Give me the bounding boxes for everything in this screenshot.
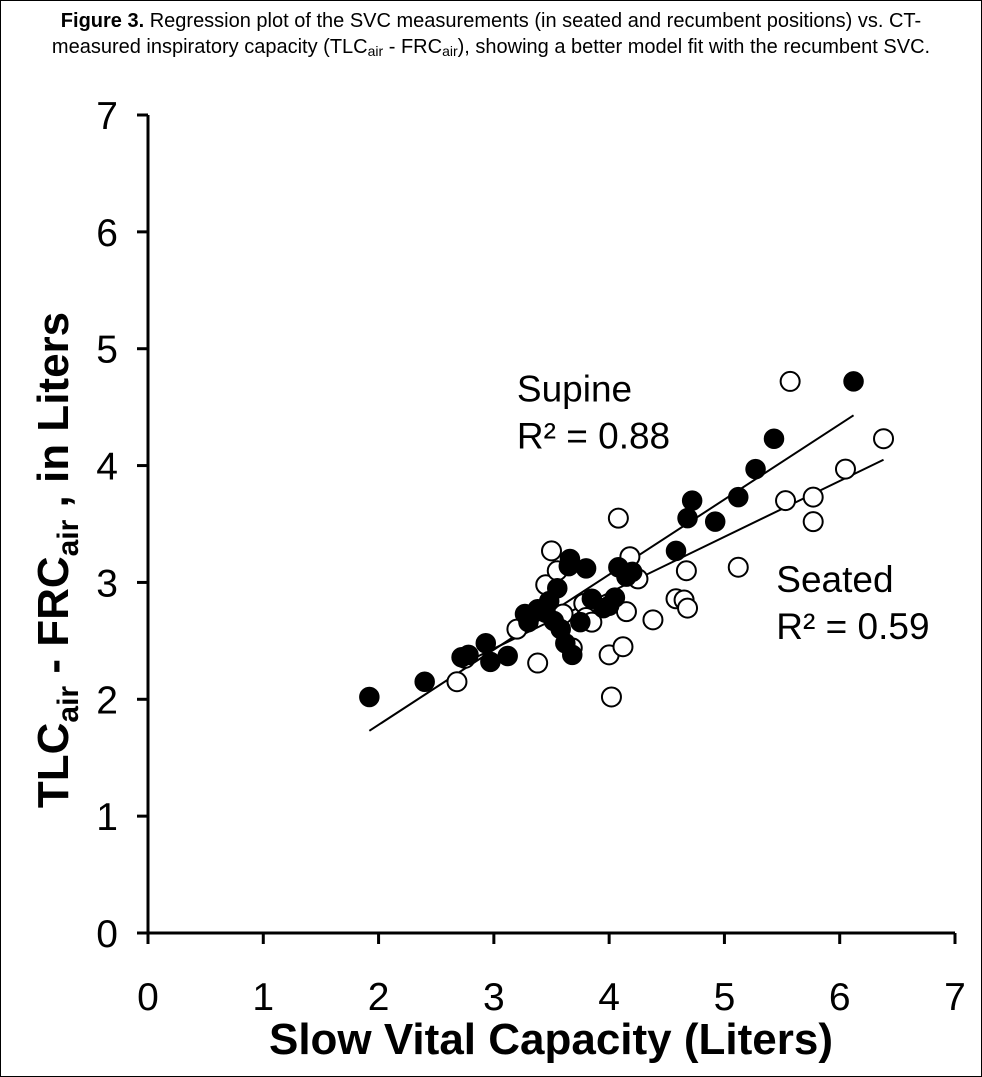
seated-point: [779, 370, 801, 392]
y-axis-title-part-3: , in Liters: [29, 312, 78, 520]
x-tick-label: 5: [714, 976, 736, 1019]
seated-point: [675, 560, 697, 582]
seated-point: [873, 428, 895, 450]
seated-point: [446, 671, 468, 693]
supine-point: [359, 686, 380, 708]
figure-caption: Figure 3. Regression plot of the SVC mea…: [40, 8, 942, 60]
supine-point: [843, 371, 864, 392]
supine-point: [604, 587, 626, 608]
seated-point: [802, 486, 824, 508]
tick-labels: 0 1 2 3 4 5 6 7 0 1 2 3 4 5 6 7: [96, 95, 966, 1019]
seated-point: [834, 458, 856, 480]
x-tick-label: 6: [829, 976, 851, 1019]
seated-point: [677, 597, 699, 619]
caption-text-1: Regression plot of the SVC measurements …: [51, 10, 922, 58]
y-axis-title-sub-2: air: [52, 519, 85, 556]
supine-point: [677, 507, 698, 529]
supine-point: [621, 561, 643, 583]
supine-point: [497, 645, 518, 667]
seated-r-squared: R² = 0.59: [776, 606, 929, 647]
x-tick-label: 1: [252, 976, 274, 1019]
supine-point: [480, 651, 501, 673]
caption-text-2: - FRC: [383, 36, 443, 58]
y-tick-label: 7: [96, 95, 118, 138]
y-tick-label: 1: [96, 796, 118, 839]
caption-sub-1: air: [367, 43, 384, 59]
y-axis-title-part-2: - FRC: [29, 556, 78, 686]
x-tick-label: 2: [368, 976, 390, 1019]
x-axis-title: Slow Vital Capacity (Liters): [269, 1015, 833, 1064]
supine-label: Supine: [517, 368, 632, 409]
y-axis-title: TLCair - FRCair , in Liters: [29, 312, 85, 808]
supine-point: [763, 428, 785, 449]
seated-point: [527, 652, 549, 674]
supine-point: [562, 644, 583, 666]
seated-point: [607, 507, 629, 529]
supine-point: [458, 644, 479, 666]
supine-point: [681, 490, 703, 511]
annotations: Supine R² = 0.88 Seated R² = 0.59: [517, 368, 930, 646]
seated-point: [600, 686, 622, 708]
y-tick-label: 2: [96, 679, 118, 722]
supine-point: [570, 611, 591, 633]
y-axis-title-part-1: TLC: [29, 723, 78, 809]
y-tick-label: 6: [96, 212, 118, 255]
x-tick-label: 4: [598, 976, 620, 1019]
axes: [137, 113, 957, 944]
seated-point: [727, 556, 749, 578]
y-tick-label: 0: [96, 913, 118, 956]
supine-point: [665, 540, 687, 562]
supine-point: [547, 578, 568, 599]
supine-r-squared: R² = 0.88: [517, 415, 670, 456]
seated-point: [612, 636, 634, 658]
y-tick-label: 5: [96, 329, 118, 372]
y-tick-label: 3: [96, 562, 118, 605]
seated-point: [802, 511, 824, 533]
supine-point: [414, 671, 435, 693]
x-tick-label: 3: [483, 976, 505, 1019]
supine-point: [559, 548, 581, 570]
y-axis-title-sub-1: air: [52, 686, 85, 723]
supine-point: [475, 632, 497, 654]
seated-point: [541, 540, 562, 562]
caption-prefix: Figure 3.: [60, 10, 145, 32]
y-tick-label: 4: [96, 446, 118, 489]
caption-text-3: ), showing a better model fit with the r…: [457, 36, 931, 58]
supine-point: [704, 511, 726, 532]
seated-label: Seated: [776, 559, 893, 600]
supine-point: [728, 486, 749, 508]
seated-point: [642, 609, 664, 631]
x-tick-label: 0: [137, 976, 159, 1019]
data-points: [359, 370, 895, 708]
seated-point: [775, 490, 797, 512]
supine-point: [745, 458, 766, 480]
x-tick-label: 7: [944, 976, 966, 1019]
caption-sub-2: air: [442, 43, 458, 59]
supine-point: [575, 558, 597, 579]
